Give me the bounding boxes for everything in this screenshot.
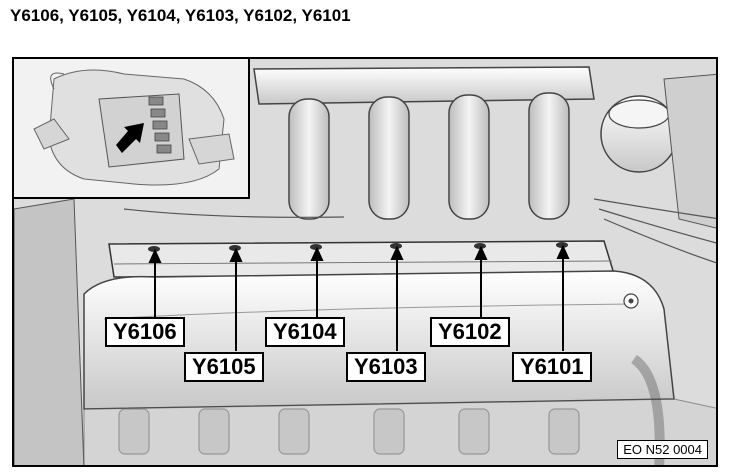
location-inset bbox=[14, 59, 250, 199]
page-heading: Y6106, Y6105, Y6104, Y6103, Y6102, Y6101 bbox=[10, 6, 351, 25]
arrow-icon bbox=[116, 123, 144, 153]
callout-y6106: Y6106 bbox=[105, 317, 185, 347]
figure-reference: EO N52 0004 bbox=[617, 440, 708, 459]
callout-y6105: Y6105 bbox=[184, 352, 264, 382]
callout-y6104: Y6104 bbox=[265, 317, 345, 347]
callout-y6101: Y6101 bbox=[512, 352, 592, 382]
callout-y6103: Y6103 bbox=[346, 352, 426, 382]
callout-y6102: Y6102 bbox=[430, 317, 510, 347]
engine-illustration: Y6106 Y6105 Y6104 Y6103 Y6102 Y6101 EO N… bbox=[12, 57, 718, 467]
